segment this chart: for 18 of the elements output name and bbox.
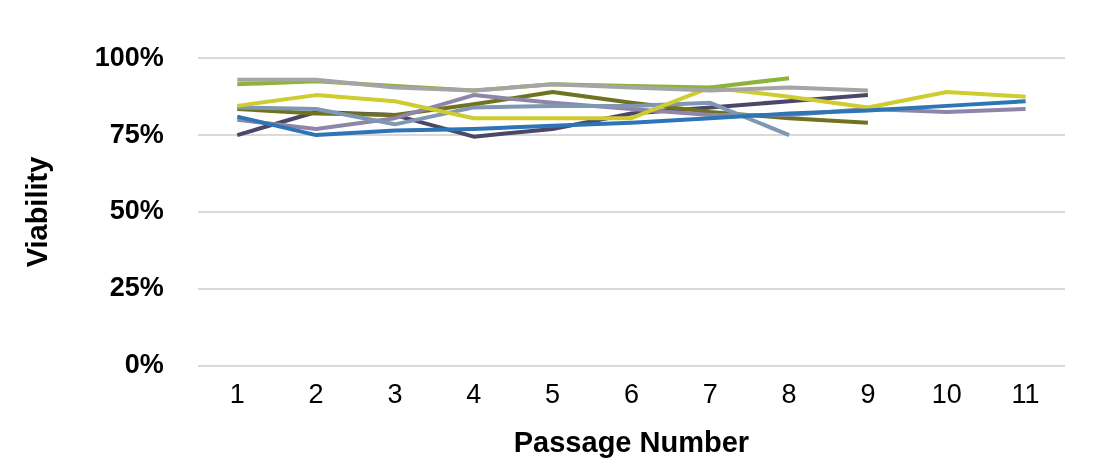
x-tick-label: 3 <box>387 379 403 410</box>
x-tick-label: 4 <box>466 379 482 410</box>
x-tick-label: 6 <box>623 379 639 410</box>
y-tick-label: 0% <box>124 349 164 380</box>
x-tick-label: 7 <box>702 379 718 410</box>
x-tick-label: 11 <box>1011 379 1040 410</box>
y-tick-label: 75% <box>109 118 164 149</box>
x-tick-label: 1 <box>229 379 245 410</box>
x-tick-label: 9 <box>860 379 876 410</box>
y-axis-title: Viability <box>21 156 54 268</box>
x-tick-label: 5 <box>545 379 561 410</box>
y-tick-label: 50% <box>109 195 164 226</box>
x-axis-title: Passage Number <box>513 425 750 458</box>
x-tick-label: 2 <box>308 379 324 410</box>
x-tick-label: 8 <box>781 379 797 410</box>
y-tick-label: 25% <box>109 272 164 303</box>
x-tick-label: 10 <box>931 379 962 410</box>
y-tick-label: 100% <box>94 41 164 72</box>
